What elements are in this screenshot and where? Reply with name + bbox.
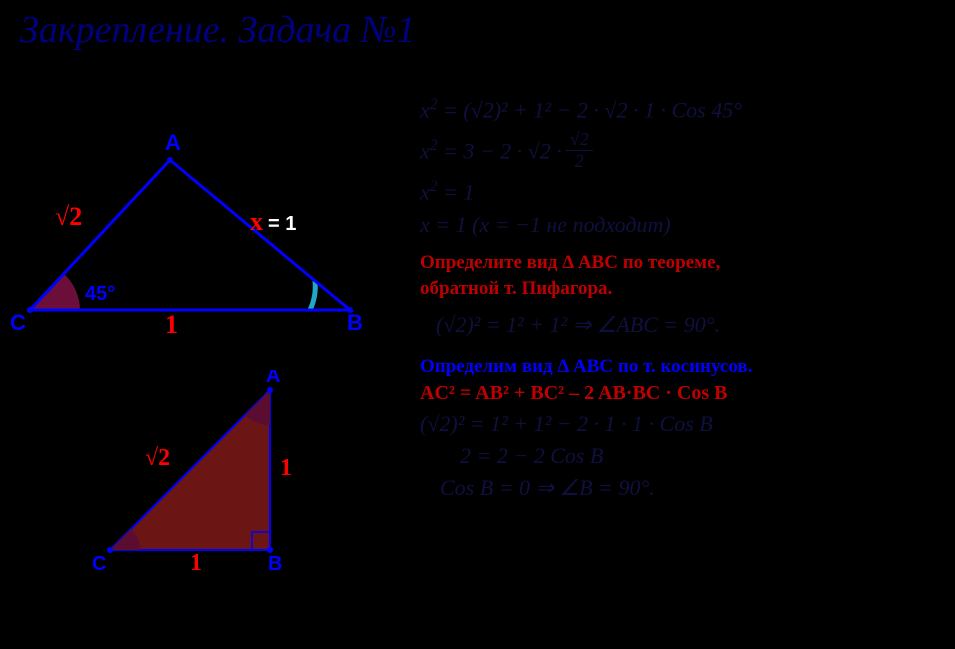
vertex-b: B bbox=[347, 310, 363, 335]
eq-line1: x2 = (√2)² + 1² − 2 · √2 · 1 · Cos 45° bbox=[420, 96, 940, 123]
triangle-abc-filled: A B C √2 1 1 bbox=[90, 370, 310, 570]
side-cb: 1 bbox=[165, 310, 178, 339]
blue-prompt: Определим вид Δ АВС по т. косинусов. bbox=[420, 356, 940, 378]
cos-formula: AC² = AB² + BC² – 2 AB·BC · Cos B bbox=[420, 382, 940, 405]
side-ab-x: x bbox=[250, 207, 263, 236]
angle-b-arc bbox=[310, 281, 315, 310]
side-ac2: √2 bbox=[145, 445, 170, 471]
side-ab-val: = 1 bbox=[268, 213, 296, 235]
cos-line2: 2 = 2 − 2 Cos B bbox=[460, 443, 940, 469]
triangle1-outline bbox=[30, 160, 350, 310]
vertex-c: C bbox=[10, 310, 26, 335]
vertex-a: A bbox=[165, 130, 181, 155]
cos-line1: (√2)² = 1² + 1² − 2 · 1 · 1 · Cos B bbox=[420, 411, 940, 437]
side-ac: √2 bbox=[55, 202, 82, 231]
red-prompt-1: Определите вид Δ АВС по теореме, bbox=[420, 252, 940, 274]
vertex-c2: C bbox=[92, 553, 106, 575]
angle-c-label: 45° bbox=[85, 283, 115, 305]
vertex-a2: A bbox=[266, 370, 280, 387]
side-cb2: 1 bbox=[190, 550, 202, 576]
cos-line3: Cos B = 0 ⇒ ∠B = 90°. bbox=[440, 475, 940, 501]
vertex-b2: B bbox=[268, 553, 282, 575]
red-prompt-2: обратной т. Пифагора. bbox=[420, 278, 940, 300]
page-title: Закрепление. Задача №1 bbox=[20, 8, 416, 52]
solution-text: x2 = (√2)² + 1² − 2 · √2 · 1 · Cos 45° x… bbox=[420, 90, 940, 507]
angle-c-fill bbox=[30, 273, 80, 310]
eq-line2: x2 = 3 − 2 · √2 · √2 2 bbox=[420, 129, 940, 172]
eq-line4: x = 1 (x = −1 не подходит) bbox=[420, 212, 940, 238]
pythagoras-check: (√2)² = 1² + 1² ⇒ ∠ABC = 90°. bbox=[436, 312, 940, 338]
triangle-abc-main: A B C √2 x = 1 1 45° bbox=[10, 130, 380, 330]
eq-line3: x2 = 1 bbox=[420, 178, 940, 205]
side-ab2: 1 bbox=[280, 455, 292, 481]
